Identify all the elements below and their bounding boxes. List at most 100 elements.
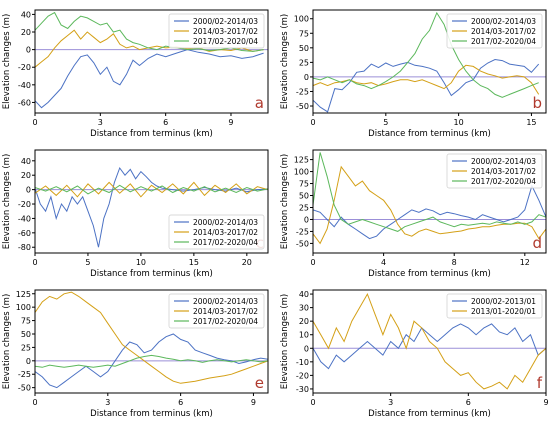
- x-axis-label: Distance from terminus (km): [90, 129, 213, 139]
- x-tick-label: 0: [32, 258, 37, 267]
- y-tick-label: -40: [18, 214, 31, 223]
- y-tick-label: 0: [26, 46, 31, 55]
- x-tick-label: 9: [251, 398, 256, 407]
- y-tick-label: 40: [21, 157, 31, 166]
- y-tick-label: 75: [299, 180, 309, 189]
- panel-d: 0 4 8 12 -50 -25 0 25 50 75 100 125 Distance from te…: [280, 149, 547, 279]
- y-tick-label: 100: [294, 168, 309, 177]
- x-tick-label: 0: [32, 398, 37, 407]
- legend-box: [168, 13, 265, 49]
- legend-entry: 2014/03-2017/02: [471, 167, 536, 176]
- y-tick-label: 20: [21, 28, 31, 37]
- y-axis-label: Elevation changes (m): [2, 294, 12, 390]
- y-tick-label: 0: [26, 186, 31, 195]
- legend-box: [446, 153, 543, 189]
- legend-entry: 2014/03-2017/02: [471, 27, 536, 36]
- x-axis-label: Distance from terminus (km): [90, 269, 213, 279]
- y-tick-label: -20: [296, 371, 309, 380]
- series-line-3: [35, 11, 264, 52]
- series-line-2: [35, 29, 264, 68]
- x-tick-label: 10: [454, 118, 464, 127]
- legend-entry: 2017/02-2020/04: [471, 177, 536, 186]
- x-tick-label: 5: [383, 118, 388, 127]
- x-axis-label: Distance from terminus (km): [90, 409, 213, 419]
- x-tick-label: 4: [381, 258, 386, 267]
- legend-entry: 2000/02-2014/03: [193, 218, 258, 227]
- y-tick-label: 25: [299, 58, 309, 67]
- panel-c: 0 5 10 15 20 -80 -60 -40 -20 0 20 40 Distance from t…: [2, 149, 269, 279]
- legend-entry: 2017/02-2020/04: [193, 317, 258, 326]
- x-tick-label: 15: [189, 258, 199, 267]
- y-tick-label: 75: [299, 29, 309, 38]
- x-tick-label: 9: [543, 398, 548, 407]
- plot-frame: [312, 289, 547, 394]
- y-tick-label: -25: [296, 227, 309, 236]
- x-tick-label: 8: [452, 258, 457, 267]
- plot-frame: [34, 149, 269, 254]
- plot-frame: [34, 9, 269, 114]
- legend-box: [446, 13, 543, 49]
- x-axis-label: Distance from terminus (km): [368, 269, 491, 279]
- legend-box: [168, 214, 265, 250]
- y-tick-label: 100: [294, 15, 309, 24]
- y-tick-label: 0: [304, 73, 309, 82]
- x-tick-label: 0: [310, 398, 315, 407]
- series-line-3: [35, 354, 268, 368]
- legend-entry: 2017/02-2020/04: [193, 37, 258, 46]
- y-tick-label: 20: [21, 171, 31, 180]
- panel-label: e: [255, 374, 264, 392]
- legend-entry: 2014/03-2017/02: [193, 307, 258, 316]
- x-tick-label: 3: [388, 398, 393, 407]
- legend-entry: 2000/02-2014/03: [193, 17, 258, 26]
- series-line-1: [313, 184, 546, 240]
- y-tick-label: 100: [16, 303, 31, 312]
- y-tick-label: 0: [26, 357, 31, 366]
- y-tick-label: 50: [299, 192, 309, 201]
- legend-entry: 2000/02-2013/01: [471, 297, 536, 306]
- y-tick-label: 50: [299, 44, 309, 53]
- y-tick-label: 30: [299, 304, 309, 313]
- y-tick-label: 125: [294, 156, 309, 165]
- y-tick-label: 125: [16, 290, 31, 299]
- x-axis-label: Distance from terminus (km): [368, 129, 491, 139]
- legend-entry: 2000/02-2014/03: [193, 297, 258, 306]
- x-axis-label: Distance from terminus (km): [368, 409, 491, 419]
- x-tick-label: 6: [163, 118, 168, 127]
- series-line-3: [313, 11, 539, 98]
- y-tick-label: 25: [21, 343, 31, 352]
- y-axis-label: Elevation changes (m): [2, 14, 12, 110]
- y-tick-label: 0: [304, 344, 309, 353]
- panel-label: a: [255, 94, 264, 112]
- series-line-3: [313, 152, 546, 232]
- plot-frame: [312, 149, 547, 254]
- x-tick-label: 5: [85, 258, 90, 267]
- plot-frame: [312, 9, 547, 114]
- y-tick-label: -40: [18, 81, 31, 90]
- y-tick-label: 10: [299, 331, 309, 340]
- legend-entry: 2014/03-2017/02: [193, 27, 258, 36]
- panel-b: 0 5 10 15 -50 -25 0 25 50 75 100 Distance from term…: [280, 9, 547, 139]
- panel-f: 0 3 6 9 -30 -20 -10 0 10 20 30 40 Distance from term…: [280, 289, 549, 419]
- y-tick-label: -60: [18, 229, 31, 238]
- x-tick-label: 6: [466, 398, 471, 407]
- legend-box: [446, 293, 543, 319]
- y-tick-label: 40: [299, 290, 309, 299]
- y-tick-label: -60: [18, 98, 31, 107]
- x-tick-label: 15: [526, 118, 536, 127]
- x-tick-label: 3: [98, 118, 103, 127]
- y-tick-label: -50: [18, 384, 31, 393]
- y-tick-label: 40: [21, 10, 31, 19]
- y-tick-label: -30: [296, 385, 309, 394]
- legend-box: [168, 293, 265, 329]
- y-tick-label: -50: [296, 102, 309, 111]
- y-axis-label: Elevation changes (m): [280, 294, 290, 390]
- y-tick-label: 20: [299, 317, 309, 326]
- panel-label: f: [537, 374, 543, 392]
- y-tick-label: -10: [296, 358, 309, 367]
- x-tick-label: 20: [242, 258, 252, 267]
- y-tick-label: -50: [296, 239, 309, 248]
- series-line-1: [35, 333, 268, 389]
- series-line-1: [313, 58, 540, 113]
- legend-entry: 2014/03-2017/02: [193, 228, 258, 237]
